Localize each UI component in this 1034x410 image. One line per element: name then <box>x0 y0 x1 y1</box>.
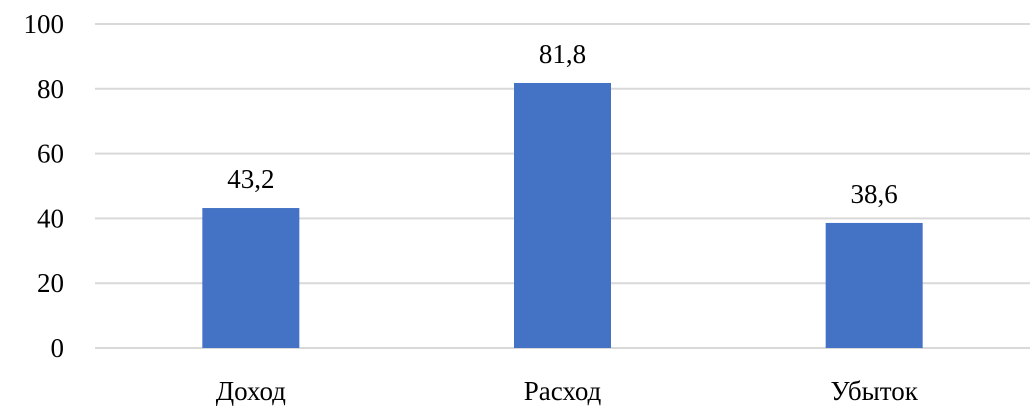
x-category-label-Убыток: Убыток <box>830 376 918 406</box>
bar-Доход <box>202 208 300 348</box>
y-tick-label-0: 0 <box>51 333 65 363</box>
y-tick-label-60: 60 <box>37 139 64 169</box>
data-labels: 43,2 81,8 38,6 <box>227 39 898 209</box>
x-category-label-Расход: Расход <box>524 376 602 406</box>
y-tick-label-40: 40 <box>37 203 64 233</box>
bars <box>202 82 923 348</box>
data-label-Доход: 43,2 <box>227 164 274 194</box>
x-category-label-Доход: Доход <box>216 376 286 406</box>
x-axis-categories: Доход Расход Убыток <box>216 376 919 406</box>
y-tick-label-80: 80 <box>37 74 64 104</box>
bar-Расход <box>514 82 611 348</box>
bar-Убыток <box>825 222 923 348</box>
y-tick-label-20: 20 <box>37 268 64 298</box>
data-label-Убыток: 38,6 <box>851 179 898 209</box>
data-label-Расход: 81,8 <box>539 39 586 69</box>
y-axis-ticks: 0 20 40 60 80 100 <box>24 9 65 363</box>
y-tick-label-100: 100 <box>24 9 65 39</box>
